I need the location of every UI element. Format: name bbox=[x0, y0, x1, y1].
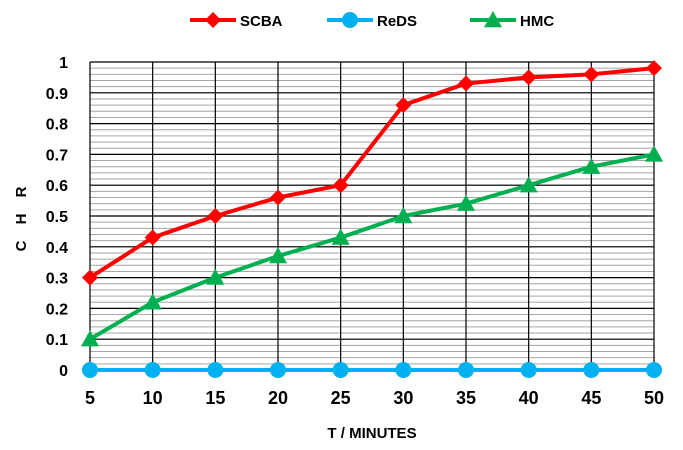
data-point-scba bbox=[207, 208, 224, 224]
data-point-reds bbox=[520, 362, 537, 378]
x-tick-label: 40 bbox=[519, 388, 539, 408]
legend-label-hmc: HMC bbox=[520, 13, 554, 30]
x-axis-ticks: 5 10 15 20 25 30 35 40 45 50 bbox=[85, 388, 664, 408]
y-tick-label: 0.5 bbox=[46, 209, 68, 226]
legend-label-scba: SCBA bbox=[240, 13, 283, 30]
y-tick-label: 0.4 bbox=[46, 240, 68, 257]
data-point-reds bbox=[583, 362, 600, 378]
y-tick-label: 0.7 bbox=[46, 147, 68, 164]
data-point-scba bbox=[646, 60, 662, 77]
y-axis-title: C H R bbox=[13, 181, 30, 252]
data-point-reds bbox=[395, 362, 412, 378]
data-point-reds bbox=[646, 362, 662, 378]
series-line-scba bbox=[88, 66, 655, 280]
x-tick-label: 5 bbox=[85, 388, 95, 408]
data-point-scba bbox=[82, 269, 98, 286]
x-tick-label: 25 bbox=[331, 388, 351, 408]
data-point-hmc bbox=[331, 228, 350, 245]
y-tick-label: 0.6 bbox=[46, 178, 68, 195]
data-point-hmc bbox=[519, 176, 538, 193]
legend-label-reds: ReDS bbox=[377, 13, 417, 30]
x-tick-label: 35 bbox=[456, 388, 476, 408]
x-tick-label: 10 bbox=[143, 388, 163, 408]
legend-marker-reds bbox=[342, 12, 358, 28]
y-tick-label: 0.9 bbox=[46, 86, 68, 103]
series-lines bbox=[88, 66, 655, 372]
y-tick-label: 0.1 bbox=[46, 332, 68, 349]
x-tick-label: 15 bbox=[205, 388, 225, 408]
data-point-hmc bbox=[269, 247, 287, 264]
data-point-hmc bbox=[394, 207, 413, 224]
y-tick-label: 0 bbox=[59, 363, 68, 380]
legend-marker-scba bbox=[205, 12, 221, 28]
data-point-reds bbox=[207, 362, 224, 378]
data-point-scba bbox=[270, 189, 286, 206]
x-tick-label: 50 bbox=[644, 388, 664, 408]
y-tick-label: 0.2 bbox=[46, 301, 68, 318]
y-tick-label: 0.3 bbox=[46, 271, 68, 288]
data-point-scba bbox=[583, 66, 600, 83]
data-point-reds bbox=[458, 362, 474, 378]
data-point-scba bbox=[144, 229, 161, 246]
x-tick-label: 30 bbox=[393, 388, 413, 408]
data-point-reds bbox=[332, 362, 349, 378]
x-tick-label: 20 bbox=[268, 388, 288, 408]
legend-marker-hmc bbox=[484, 11, 502, 28]
y-tick-label: 1 bbox=[59, 55, 68, 72]
series-line-hmc bbox=[88, 152, 655, 341]
data-point-reds bbox=[82, 362, 98, 378]
data-point-hmc bbox=[206, 268, 225, 285]
data-point-scba bbox=[332, 177, 349, 194]
x-tick-label: 45 bbox=[581, 388, 601, 408]
x-axis-title: T / MINUTES bbox=[327, 425, 416, 442]
data-point-hmc bbox=[81, 330, 99, 347]
legend: SCBA ReDS HMC bbox=[190, 11, 554, 30]
series-markers bbox=[81, 60, 663, 378]
y-tick-label: 0.8 bbox=[46, 117, 68, 134]
data-point-scba bbox=[520, 69, 537, 86]
data-point-reds bbox=[270, 362, 286, 378]
y-axis-ticks: 0 0.1 0.2 0.3 0.4 0.5 0.6 0.7 0.8 0.9 1 bbox=[46, 55, 68, 380]
data-point-hmc bbox=[582, 157, 601, 174]
data-point-reds bbox=[144, 362, 161, 378]
data-point-scba bbox=[395, 97, 412, 114]
data-point-hmc bbox=[457, 194, 475, 211]
data-point-scba bbox=[458, 75, 474, 92]
data-point-hmc bbox=[143, 293, 162, 310]
data-point-hmc bbox=[645, 145, 663, 162]
